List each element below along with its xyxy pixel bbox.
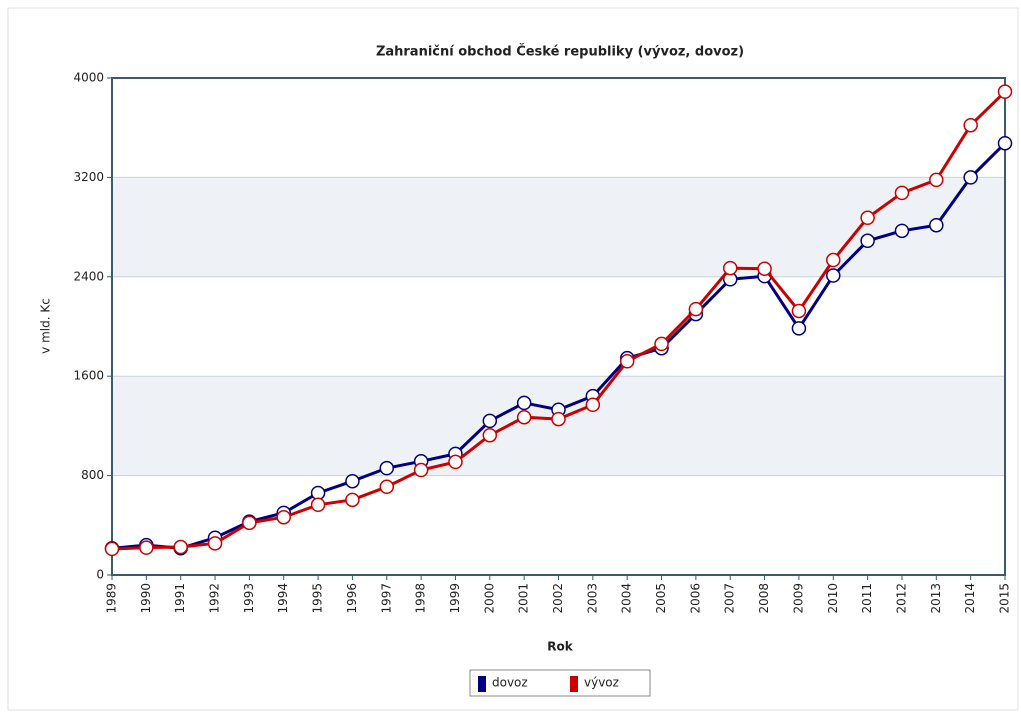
data-point [997,84,1013,99]
y-axis-label: v mld. Kc [39,298,53,354]
data-point [826,252,841,268]
x-tick-label: 2009 [791,583,805,614]
data-point [860,233,875,249]
x-tick-label: 2012 [894,583,908,614]
x-tick-label: 2008 [757,583,771,614]
data-point [413,462,429,478]
x-tick-label: 2001 [517,583,531,614]
plot-background [112,78,1005,575]
x-tick-label: 2000 [482,583,496,614]
x-tick-label: 1997 [379,583,393,614]
data-point [379,460,395,476]
x-tick-label: 2014 [963,583,977,614]
data-point [929,172,944,188]
y-tick-label: 0 [96,568,104,582]
data-point [482,413,498,429]
data-point [963,117,978,133]
data-point [826,268,841,283]
data-point [654,336,669,352]
grid-band [112,177,1005,277]
data-point [173,539,188,555]
legend-swatch [570,676,578,692]
data-point [207,536,223,551]
x-tick-label: 1998 [414,583,428,614]
data-point [688,301,704,317]
x-tick-label: 2015 [998,583,1012,614]
x-tick-label: 1995 [311,583,325,614]
data-point [310,485,326,501]
data-point [585,397,601,413]
x-tick-label: 2006 [688,583,702,614]
data-point [345,492,360,508]
data-point [894,185,910,201]
data-point [139,540,154,555]
data-point [379,479,395,495]
x-tick-label: 2010 [826,583,840,614]
x-tick-label: 2002 [551,583,565,614]
y-tick-label: 800 [81,468,104,482]
y-tick-label: 3200 [73,170,104,184]
x-tick-label: 2013 [929,583,943,614]
data-point [516,395,532,411]
x-tick-label: 1999 [448,583,462,614]
data-point [345,473,360,489]
data-point [791,303,807,319]
legend-label: dovoz [492,676,528,690]
data-point [619,354,635,369]
data-point [448,454,463,470]
legend-label: vývoz [584,676,619,690]
x-tick-label: 2005 [654,583,668,614]
data-point [276,509,291,525]
y-tick-label: 2400 [73,269,104,283]
data-point [310,497,326,513]
x-tick-label: 1989 [105,583,119,614]
plot-border [111,77,1006,576]
data-point [722,260,738,276]
data-point [860,210,875,226]
data-point [997,135,1013,151]
legend-swatch [478,676,486,692]
y-tick-label: 1600 [73,369,104,383]
data-point [516,409,532,425]
chart-title: Zahraniční obchod České republiky (vývoz… [376,44,744,60]
x-tick-label: 1992 [208,583,222,614]
data-point [104,541,120,557]
x-tick-label: 1996 [345,583,359,614]
x-tick-label: 2007 [723,583,737,614]
x-tick-label: 2004 [620,583,634,614]
x-tick-label: 1994 [276,583,290,614]
data-point [551,411,566,427]
data-point [894,223,910,239]
data-point [757,261,772,276]
data-point [963,170,978,185]
x-tick-label: 1990 [139,583,153,614]
x-tick-label: 2011 [860,583,874,614]
x-tick-label: 1991 [173,583,187,614]
y-tick-label: 4000 [73,71,104,85]
x-tick-label: 2003 [585,583,599,614]
data-point [791,321,807,336]
data-point [482,427,498,443]
data-point [929,217,944,233]
data-point [242,515,257,531]
x-tick-label: 1993 [242,583,256,614]
legend-box [469,669,651,697]
x-axis-label: Rok [547,640,573,654]
